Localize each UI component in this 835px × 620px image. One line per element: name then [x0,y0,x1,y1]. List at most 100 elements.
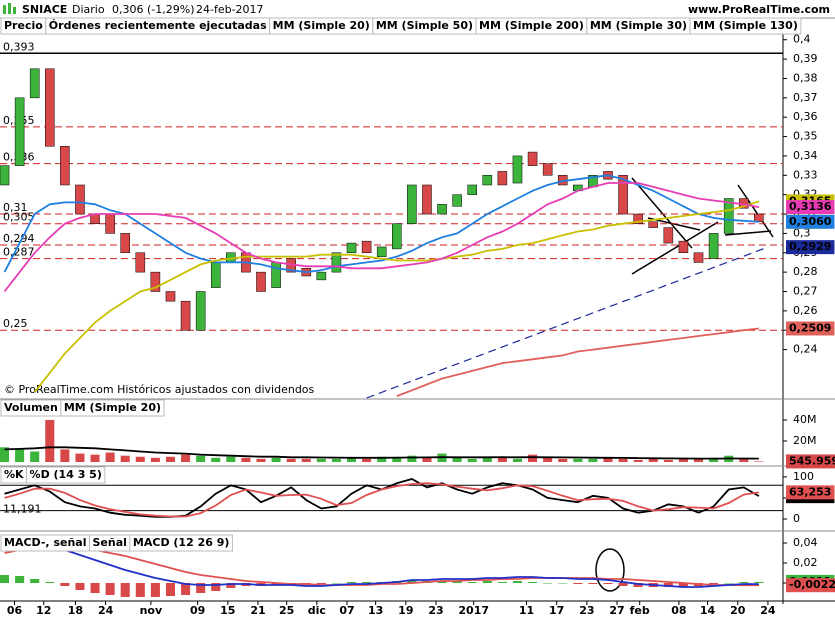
candle [210,262,221,288]
y-tick-label: 20M [793,434,817,447]
x-tick-label: 11 [519,604,534,617]
bar [648,458,658,462]
candle [60,146,70,186]
symbol-icon [3,3,16,14]
bar [724,583,734,584]
value-box [786,578,835,593]
bar [211,583,221,591]
bar [633,583,643,587]
bar [135,583,145,597]
bar [543,457,553,462]
legend-entry: Señal [92,536,126,549]
bar [45,582,55,583]
candle [648,221,659,228]
y-tick-label: 0,02 [793,556,818,569]
candle [0,165,10,186]
bar [316,458,326,462]
y-tick-label: 40M [793,413,817,426]
bar [422,457,432,462]
x-tick-label: 2017 [458,604,489,617]
bar [467,458,477,462]
bar [618,583,628,586]
bar [90,454,100,462]
x-tick-label: 21 [250,604,265,617]
level-label: 0,287 [3,246,35,259]
bar [497,582,507,583]
bar [452,457,462,462]
bar [15,449,25,462]
bar [512,581,522,583]
y-tick-label: 0,27 [793,284,818,297]
legend-box [60,399,165,417]
bar [588,583,598,584]
candle [723,198,734,234]
bar [452,581,462,583]
bar [497,456,507,462]
x-tick-label: 08 [671,604,686,617]
candle [693,252,704,263]
level-label: 0,305 [3,211,35,224]
bar [271,457,281,462]
candle [452,194,462,207]
bar [709,583,719,584]
value-label: 545.959 [789,454,835,467]
y-tick-label: 0,36 [793,110,818,123]
candle [256,271,266,292]
legend-box [689,17,802,35]
x-tick-label: 25 [279,604,294,617]
legend-entry: MM (Simple 30) [590,19,687,32]
candle [75,184,85,215]
y-tick-label: 0,35 [793,130,818,143]
bar [377,456,387,462]
bar [181,583,191,595]
level-label: 0,393 [3,40,35,53]
bar [693,458,704,462]
level-label: 0,294 [3,232,35,245]
y-tick-label: 0 [793,512,800,525]
value-box [786,240,835,255]
candle [361,240,372,254]
series-line [396,327,760,397]
bar [120,455,130,462]
candle [376,246,387,257]
bar [467,582,477,583]
x-tick-label: dic [308,604,326,617]
legend-entry: Precio [4,19,43,32]
candle [120,233,130,254]
bar [90,583,100,593]
drawing [595,177,774,592]
candle [392,223,402,250]
candle [618,175,628,215]
value-box [786,485,835,500]
bar [60,583,70,586]
y-tick-label: 0,24 [793,343,818,356]
x-tick-label: nov [140,604,163,617]
bar [739,458,749,462]
x-tick-label: feb [630,604,650,617]
date: 24-feb-2017 [196,3,264,16]
candle [135,252,146,273]
bar [226,583,236,588]
value-box [786,321,835,336]
legend-entry: Órdenes recientemente ejecutadas [49,19,267,32]
series-line [4,546,759,587]
bar [407,455,417,462]
x-tick-label: 23 [579,604,594,617]
bar [618,458,628,462]
series-line [4,542,759,588]
footer: © ProRealTime.com Históricos ajustados c… [4,383,315,396]
bar [558,458,568,462]
y-tick-label: 0,04 [793,536,818,549]
bar [573,458,583,462]
bar [528,582,538,583]
y-tick-label: 0,28 [793,265,818,278]
candle [407,184,417,224]
x-tick-label: 07 [339,604,354,617]
bar [678,583,688,587]
bar [75,583,85,590]
legend-entry: %D (14 3 5) [30,468,102,481]
bar [60,449,70,462]
x-tick-label: 24 [98,604,114,617]
y-tick-label: 0,33 [793,168,818,181]
